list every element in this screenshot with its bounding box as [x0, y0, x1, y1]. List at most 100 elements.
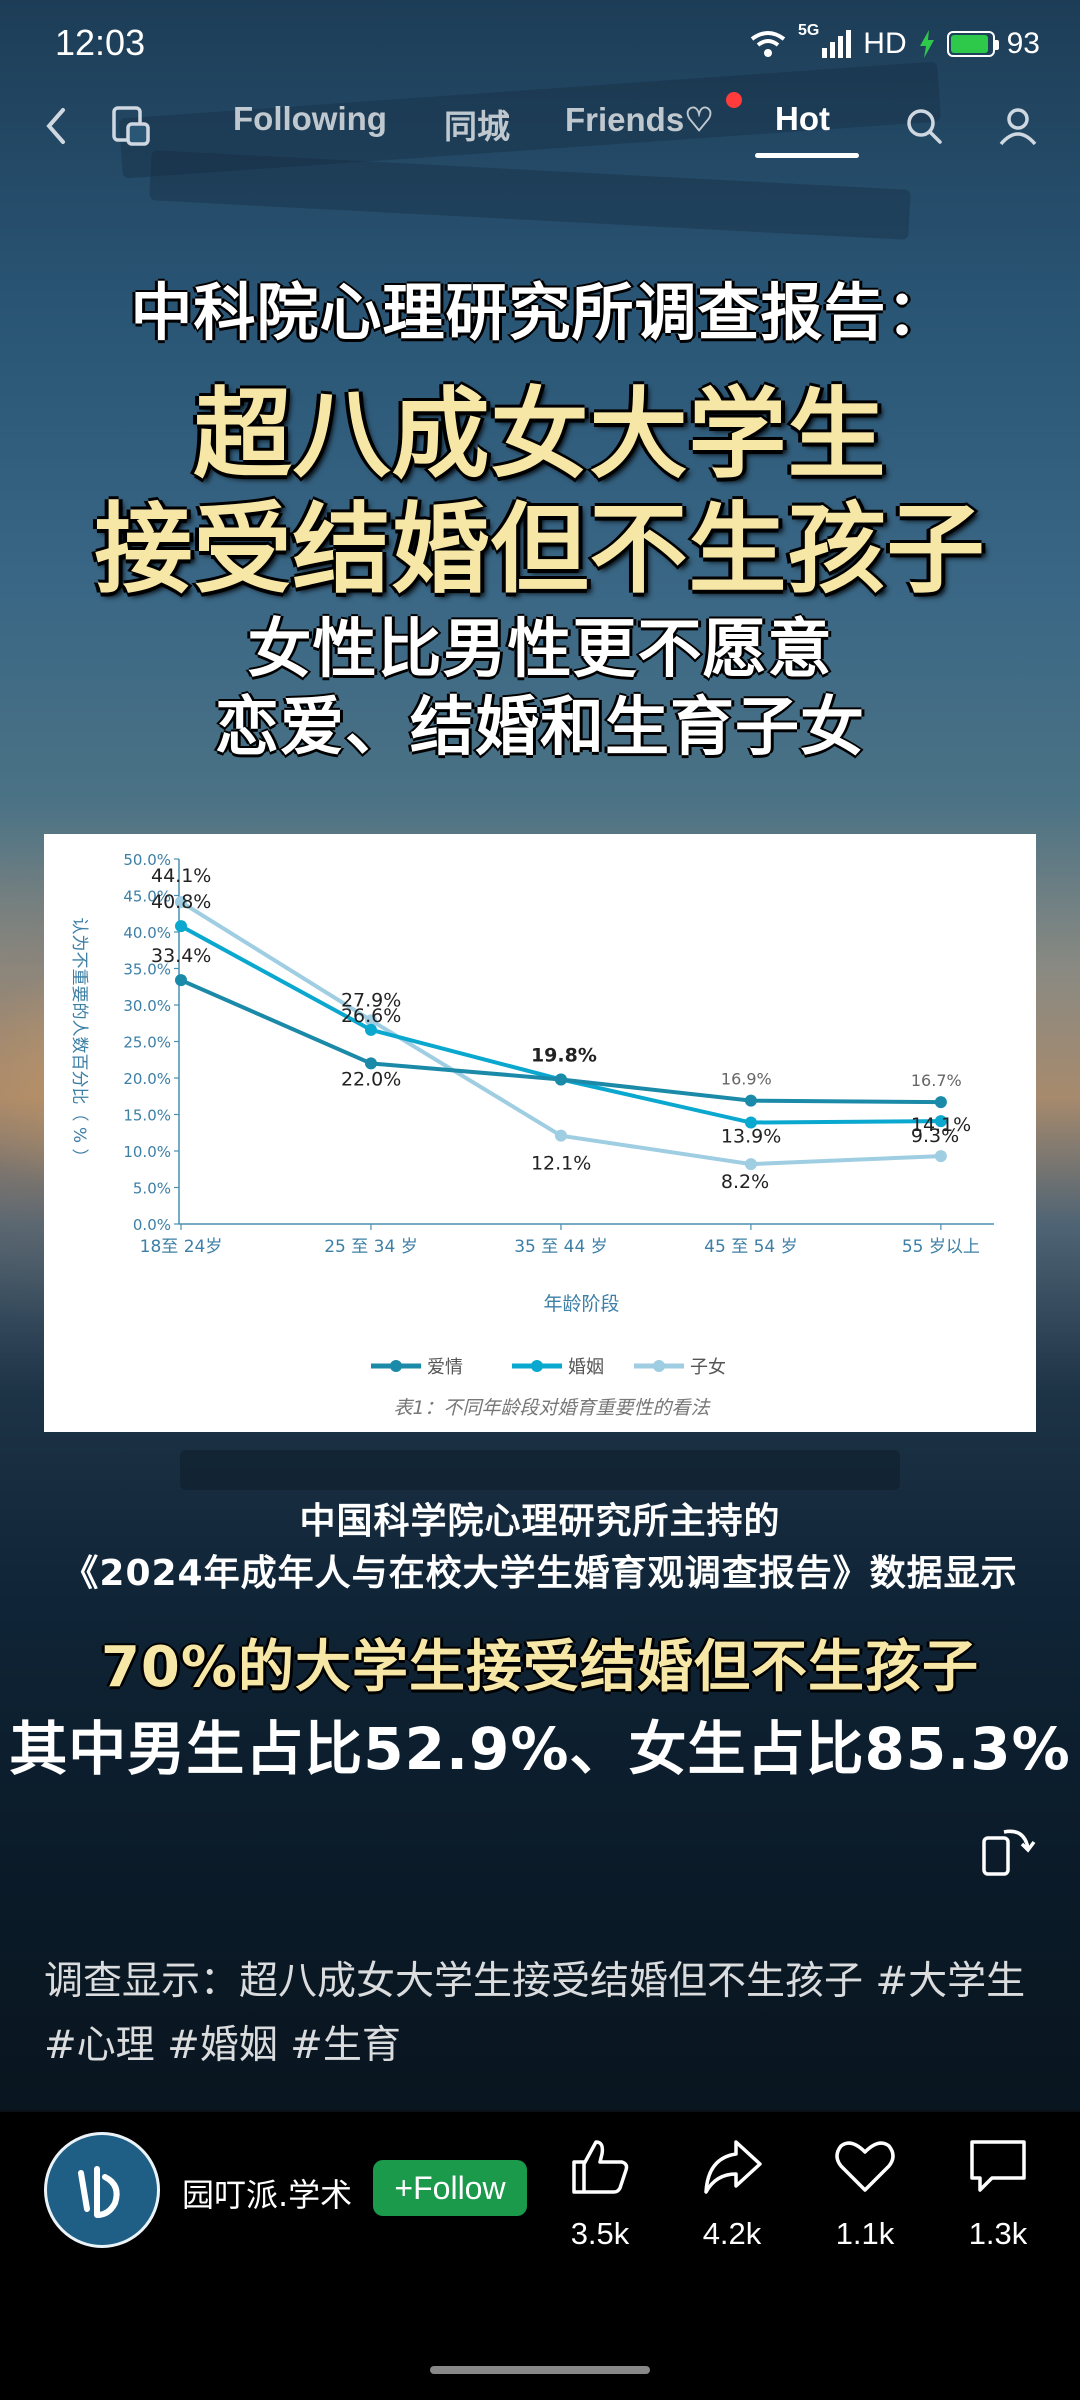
favorite-count: 1.1k — [835, 2216, 895, 2251]
legend-label: 子女 — [690, 1357, 726, 1378]
y-tick-label: 25.0% — [123, 1034, 171, 1052]
signal-icon — [822, 30, 852, 58]
profile-icon[interactable] — [990, 98, 1046, 154]
y-tick-label: 30.0% — [123, 997, 171, 1015]
status-time: 12:03 — [55, 22, 146, 63]
data-label: 26.6% — [341, 1005, 401, 1027]
data-label: 8.2% — [721, 1171, 769, 1193]
data-label: 44.1% — [151, 865, 211, 887]
legend-label: 婚姻 — [568, 1357, 604, 1378]
like-button[interactable]: 3.5k — [550, 2134, 650, 2252]
legend-label: 爱情 — [427, 1357, 463, 1378]
comment-button[interactable]: 1.3k — [948, 2134, 1048, 2252]
rotate-screen-icon[interactable] — [980, 1822, 1036, 1878]
tab-hot[interactable]: Hot — [775, 100, 830, 137]
stat-highlight: 70%的大学生接受结婚但不生孩子 — [100, 1635, 980, 1700]
y-tick-label: 20.0% — [123, 1070, 171, 1088]
x-tick-label: 18至 24岁 — [140, 1237, 223, 1257]
data-point — [175, 896, 187, 909]
charging-icon — [919, 30, 934, 58]
data-point — [934, 1096, 947, 1109]
data-point — [364, 1057, 377, 1070]
info-line-2: 《2024年成年人与在校大学生婚育观调查报告》数据显示 — [62, 1553, 1018, 1594]
bottom-action-bar: 园叮派.学术 +Follow 3.5k 4.2k 1.1k 1.3k — [0, 2112, 1080, 2400]
network-type: 5G — [797, 22, 820, 39]
y-tick-label: 10.0% — [123, 1143, 171, 1161]
back-icon[interactable] — [28, 98, 84, 154]
status-icons: 5G HD 93 — [750, 22, 1040, 66]
notification-dot — [726, 92, 742, 108]
data-label: 9.3% — [911, 1125, 959, 1147]
comment-icon — [970, 2140, 1026, 2192]
data-label: 27.9% — [341, 989, 401, 1011]
follow-button[interactable]: +Follow — [373, 2160, 527, 2216]
like-count: 3.5k — [570, 2216, 630, 2251]
legend-marker — [390, 1360, 402, 1372]
data-point — [554, 1073, 567, 1086]
info-line-1: 中国科学院心理研究所主持的 — [299, 1501, 781, 1542]
status-bar: 12:03 5G HD 93 — [0, 0, 1080, 90]
hd-indicator: HD — [863, 27, 907, 60]
author-name[interactable]: 园叮派.学术 — [182, 2176, 353, 2214]
tab-following[interactable]: Following — [233, 100, 387, 137]
x-axis-label: 年龄阶段 — [543, 1293, 619, 1315]
data-label: 14.1% — [911, 1114, 971, 1136]
series-line-婚姻 — [180, 924, 941, 1125]
comment-count: 1.3k — [968, 2216, 1028, 2251]
y-tick-label: 35.0% — [123, 961, 171, 979]
line-chart: 0.0% 5.0% 10.0% 15.0% 20.0% 25.0% 30.0% 35.0% 40… — [69, 851, 994, 1419]
data-point — [175, 920, 187, 933]
share-count: 4.2k — [702, 2216, 762, 2251]
headline-sub-1: 女性比男性更不愿意 — [247, 613, 833, 687]
headline-main-1: 超八成女大学生 — [193, 378, 887, 492]
tab-friends[interactable]: Friends♡ — [565, 101, 714, 138]
favorite-button[interactable]: 1.1k — [815, 2134, 915, 2252]
series-line-子女 — [179, 900, 941, 1167]
data-point — [554, 1129, 567, 1142]
data-label: 19.8% — [531, 1044, 597, 1066]
search-icon[interactable] — [896, 98, 952, 154]
multiwindow-icon[interactable] — [104, 98, 160, 154]
chart-caption: 表1：不同年龄段对婚育重要性的看法 — [393, 1397, 711, 1419]
y-tick-label: 45.0% — [123, 888, 171, 906]
x-tick-label: 35 至 44 岁 — [514, 1237, 607, 1257]
x-tick-label: 45 至 54 岁 — [704, 1237, 797, 1257]
headline-source: 中科院心理研究所调查报告： — [130, 276, 950, 349]
tab-same-city[interactable]: 同城 — [444, 108, 510, 145]
data-point — [744, 1158, 757, 1171]
data-label: 40.8% — [151, 891, 211, 913]
y-tick-label: 5.0% — [133, 1180, 171, 1198]
top-navigation: Following 同城 Friends♡ Hot — [0, 90, 1080, 170]
y-tick-label: 0.0% — [133, 1216, 171, 1234]
data-label: 16.7% — [911, 1071, 962, 1090]
y-tick-label: 15.0% — [123, 1107, 171, 1125]
stat-detail: 其中男生占比52.9%、女生占比85.3% — [9, 1715, 1071, 1783]
headline-sub-2: 恋爱、结婚和生育子女 — [215, 691, 865, 765]
active-tab-indicator — [755, 153, 859, 158]
legend-marker — [531, 1360, 543, 1372]
author-avatar[interactable] — [44, 2132, 160, 2248]
data-point — [934, 1115, 947, 1128]
data-point — [175, 974, 187, 987]
y-tick-label: 50.0% — [123, 851, 171, 869]
legend-marker — [653, 1360, 665, 1372]
data-label: 33.4% — [151, 945, 211, 967]
thumbs-up-icon — [572, 2140, 629, 2194]
x-tick-label: 55 岁以上 — [902, 1237, 980, 1257]
data-point — [934, 1150, 947, 1163]
y-tick-label: 40.0% — [123, 924, 171, 942]
data-point — [744, 1116, 757, 1129]
share-arrow-icon — [704, 2140, 762, 2194]
chart-card: 0.0% 5.0% 10.0% 15.0% 20.0% 25.0% 30.0% 35.0% 40… — [44, 834, 1036, 1432]
share-button[interactable]: 4.2k — [682, 2134, 782, 2252]
wifi-icon — [750, 31, 786, 57]
data-label: 12.1% — [531, 1153, 591, 1175]
data-point — [364, 1023, 377, 1036]
data-label: 22.0% — [341, 1068, 401, 1090]
data-point — [744, 1094, 757, 1107]
heart-icon — [835, 2141, 895, 2192]
data-label: 13.9% — [721, 1126, 781, 1148]
x-tick-label: 25 至 34 岁 — [324, 1237, 417, 1257]
post-caption: 调查显示：超八成女大学生接受结婚但不生孩子 #大学生 #心理 #婚姻 #生育 — [44, 1959, 1026, 2068]
battery-icon — [946, 31, 999, 57]
